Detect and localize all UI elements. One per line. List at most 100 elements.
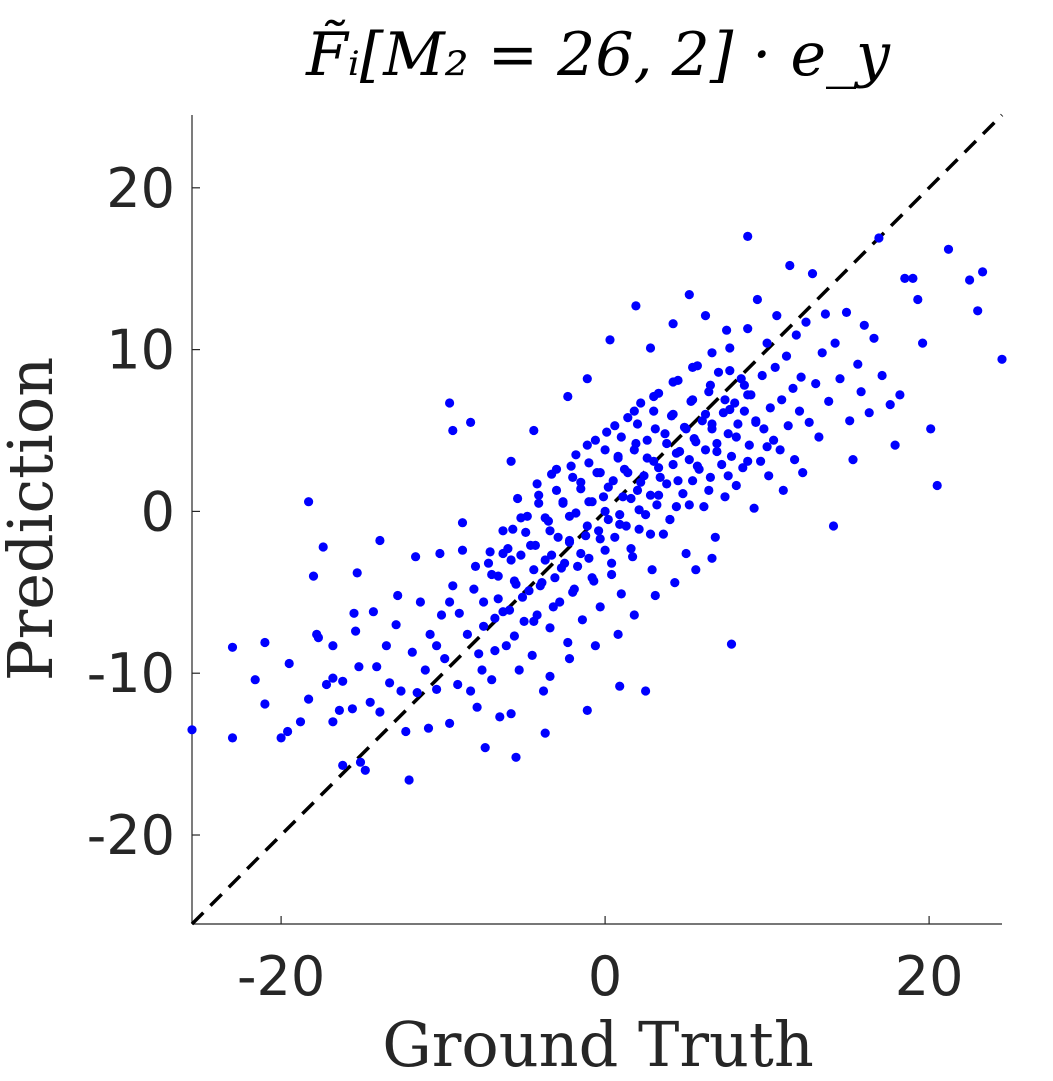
data-point <box>673 476 683 486</box>
data-point <box>869 333 879 343</box>
data-point <box>360 765 370 775</box>
data-point <box>610 532 620 542</box>
plot-axes <box>191 115 1002 925</box>
data-point <box>487 675 497 685</box>
data-point <box>668 319 678 329</box>
data-point <box>629 406 639 416</box>
data-point <box>798 468 808 478</box>
data-point <box>365 697 375 707</box>
data-point <box>457 518 468 528</box>
data-point <box>607 558 617 568</box>
data-point <box>684 455 694 465</box>
data-point <box>571 450 581 460</box>
data-point <box>304 497 314 507</box>
data-point <box>725 366 735 376</box>
identity-reference-line <box>190 113 1004 926</box>
data-point <box>997 354 1007 364</box>
data-point <box>545 526 555 536</box>
data-point <box>613 629 623 640</box>
data-point <box>391 620 401 630</box>
data-point <box>705 472 716 482</box>
data-point <box>671 502 682 512</box>
data-point <box>616 589 626 599</box>
data-point <box>469 584 479 594</box>
data-point <box>529 565 539 575</box>
y-tick-label: 10 <box>106 319 175 382</box>
data-point <box>605 335 615 345</box>
data-point <box>420 665 430 675</box>
data-point <box>508 524 518 534</box>
data-point <box>548 602 558 612</box>
data-point <box>623 468 633 478</box>
data-point <box>564 511 575 521</box>
data-point <box>432 641 442 651</box>
data-point <box>700 311 711 321</box>
data-point <box>710 532 720 542</box>
data-point <box>501 641 511 651</box>
data-point <box>415 597 425 607</box>
data-point <box>647 565 657 575</box>
data-point <box>764 471 774 481</box>
data-point <box>845 416 855 426</box>
data-point <box>864 408 874 418</box>
data-point <box>730 398 740 408</box>
data-point <box>720 492 730 502</box>
data-point <box>540 728 550 738</box>
chart-title: F̃ᵢ[M₂ = 26, 2] · e_y <box>305 19 891 90</box>
data-point <box>743 324 753 334</box>
data-point <box>707 348 717 358</box>
data-point <box>516 550 526 560</box>
data-point <box>645 490 656 500</box>
data-point <box>877 370 887 381</box>
data-point <box>691 565 701 575</box>
data-point <box>781 351 792 361</box>
data-point <box>712 438 722 449</box>
data-point <box>692 461 703 471</box>
data-point <box>757 370 767 381</box>
data-point <box>631 438 641 449</box>
data-point <box>436 610 447 620</box>
data-point <box>556 563 567 573</box>
data-point <box>338 760 348 771</box>
data-point <box>534 498 544 508</box>
data-point <box>668 459 678 470</box>
data-point <box>448 581 458 591</box>
data-point <box>670 578 680 588</box>
y-tick-label: -20 <box>87 804 175 867</box>
x-axis-label: Ground Truth <box>382 1008 814 1081</box>
data-point <box>603 482 613 492</box>
data-point <box>393 590 403 601</box>
data-point <box>187 725 197 735</box>
data-point <box>811 379 821 389</box>
data-point <box>423 723 434 733</box>
data-point <box>551 485 562 495</box>
data-point <box>738 463 748 473</box>
data-point <box>642 435 652 445</box>
data-point <box>584 458 594 468</box>
data-point <box>590 435 601 445</box>
data-point <box>351 626 361 636</box>
data-point <box>801 317 811 327</box>
data-point <box>775 445 785 455</box>
data-point <box>820 309 831 319</box>
data-point <box>731 432 741 442</box>
data-point <box>645 343 656 353</box>
data-point <box>372 662 382 672</box>
data-point <box>618 492 628 502</box>
data-point <box>547 550 557 560</box>
data-point <box>545 671 555 682</box>
data-point <box>425 629 435 640</box>
data-point <box>568 587 578 597</box>
data-point <box>498 526 508 536</box>
data-point <box>662 438 672 449</box>
y-ticks: -20 -10 0 10 20 <box>87 157 200 867</box>
data-point <box>649 391 659 402</box>
data-point <box>328 717 338 727</box>
data-point <box>582 374 592 384</box>
data-point <box>756 456 766 466</box>
data-point <box>913 294 923 305</box>
data-point <box>615 681 625 691</box>
data-point <box>506 456 516 466</box>
data-point <box>513 493 523 504</box>
data-point <box>466 417 476 427</box>
